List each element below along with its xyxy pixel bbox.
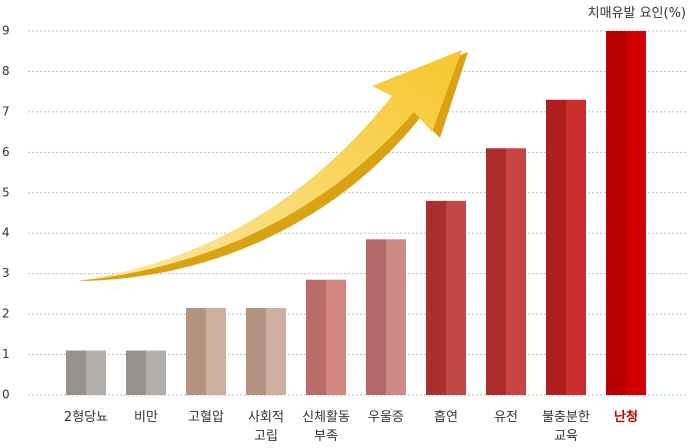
bar-left bbox=[246, 308, 266, 395]
x-tick-label: 흡연 bbox=[434, 410, 458, 425]
bar bbox=[246, 308, 286, 395]
bar-right bbox=[626, 31, 646, 395]
bar-right bbox=[566, 99, 586, 395]
arrow-body bbox=[78, 50, 462, 281]
y-tick-label: 1 bbox=[2, 347, 10, 361]
bar-left bbox=[306, 279, 326, 395]
bar bbox=[366, 239, 406, 395]
y-tick-label: 7 bbox=[2, 104, 10, 118]
bar bbox=[546, 99, 586, 395]
bar-right bbox=[506, 148, 526, 395]
chart-title: 치매유발 요인(%) bbox=[587, 6, 686, 21]
bar bbox=[186, 308, 226, 395]
bar bbox=[126, 350, 166, 395]
bars bbox=[66, 31, 646, 395]
bar-left bbox=[66, 350, 86, 395]
x-tick-label: 유전 bbox=[494, 410, 518, 425]
bar bbox=[66, 350, 106, 395]
bar bbox=[486, 148, 526, 395]
bar bbox=[306, 279, 346, 395]
x-tick-label: 고혈압 bbox=[188, 410, 224, 425]
x-tick-label: 불충분한 교육 bbox=[542, 410, 590, 444]
y-tick-label: 6 bbox=[2, 145, 10, 159]
x-tick-label: 난청 bbox=[614, 410, 638, 425]
y-tick-label: 4 bbox=[2, 226, 10, 240]
bar-right bbox=[86, 350, 106, 395]
bar-right bbox=[386, 239, 406, 395]
bar-left bbox=[546, 99, 566, 395]
trend-arrow bbox=[78, 50, 468, 281]
bar-left bbox=[366, 239, 386, 395]
bar-left bbox=[606, 31, 626, 395]
y-tick-label: 9 bbox=[2, 24, 10, 38]
y-tick-label: 2 bbox=[2, 307, 10, 321]
bar-right bbox=[326, 279, 346, 395]
x-tick-label: 우울증 bbox=[368, 410, 404, 425]
bar bbox=[426, 200, 466, 395]
bar-left bbox=[486, 148, 506, 395]
bar-right bbox=[146, 350, 166, 395]
y-tick-label: 5 bbox=[2, 185, 10, 199]
y-tick-label: 3 bbox=[2, 266, 10, 280]
bar-right bbox=[446, 200, 466, 395]
bar-right bbox=[206, 308, 226, 395]
x-tick-label: 2형당뇨 bbox=[63, 410, 109, 425]
bar-left bbox=[126, 350, 146, 395]
x-tick-label: 사회적 고립 bbox=[248, 410, 284, 444]
x-tick-label: 비만 bbox=[134, 410, 158, 425]
y-tick-label: 8 bbox=[2, 64, 10, 78]
bar bbox=[606, 31, 646, 395]
x-tick-label: 신체활동 부족 bbox=[302, 410, 350, 444]
y-tick-label: 0 bbox=[2, 388, 10, 402]
bar-right bbox=[266, 308, 286, 395]
bar-left bbox=[186, 308, 206, 395]
bar-left bbox=[426, 200, 446, 395]
